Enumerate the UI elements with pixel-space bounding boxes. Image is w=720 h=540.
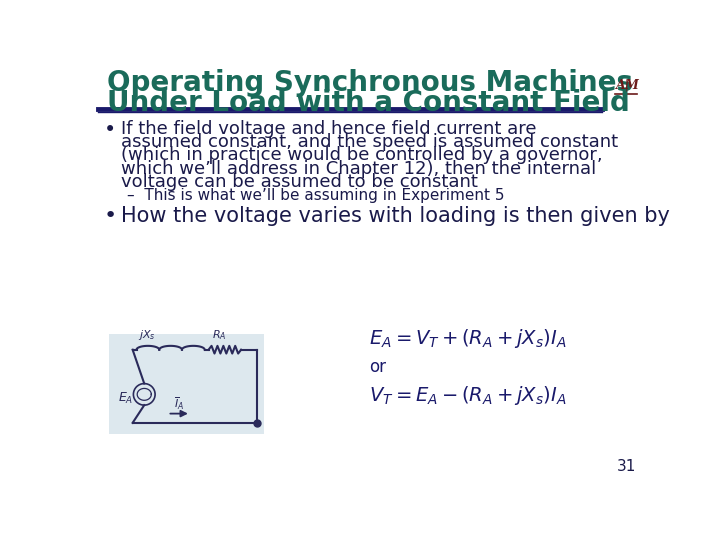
Text: A: A (616, 79, 626, 92)
Text: $E_A$: $E_A$ (118, 390, 133, 406)
Text: assumed constant, and the speed is assumed constant: assumed constant, and the speed is assum… (121, 133, 618, 151)
Text: If the field voltage and hence field current are: If the field voltage and hence field cur… (121, 120, 536, 138)
FancyBboxPatch shape (109, 334, 264, 434)
Text: |: | (624, 79, 628, 91)
Text: (which in practice would be controlled by a governor,: (which in practice would be controlled b… (121, 146, 603, 164)
Text: voltage can be assumed to be constant: voltage can be assumed to be constant (121, 173, 478, 191)
Text: $R_A$: $R_A$ (212, 328, 227, 342)
Text: –  This is what we’ll be assuming in Experiment 5: – This is what we’ll be assuming in Expe… (127, 188, 505, 203)
Text: $V_T = E_A - (R_A + jX_s)I_A$: $V_T = E_A - (R_A + jX_s)I_A$ (369, 384, 567, 407)
Text: •: • (104, 206, 117, 226)
Text: $\overline{I}_A$: $\overline{I}_A$ (174, 395, 184, 412)
Text: •: • (104, 120, 116, 140)
Text: Operating Synchronous Machines: Operating Synchronous Machines (107, 69, 633, 97)
Text: 31: 31 (617, 460, 636, 475)
Text: which we’ll address in Chapter 12), then the internal: which we’ll address in Chapter 12), then… (121, 159, 596, 178)
Text: or: or (369, 359, 386, 376)
Text: How the voltage varies with loading is then given by: How the voltage varies with loading is t… (121, 206, 670, 226)
Text: $E_A = V_T + (R_A + jX_s)I_A$: $E_A = V_T + (R_A + jX_s)I_A$ (369, 327, 567, 350)
Text: M: M (625, 79, 639, 92)
Text: $jX_s$: $jX_s$ (138, 328, 156, 342)
Text: Under Load with a Constant Field: Under Load with a Constant Field (107, 90, 630, 117)
